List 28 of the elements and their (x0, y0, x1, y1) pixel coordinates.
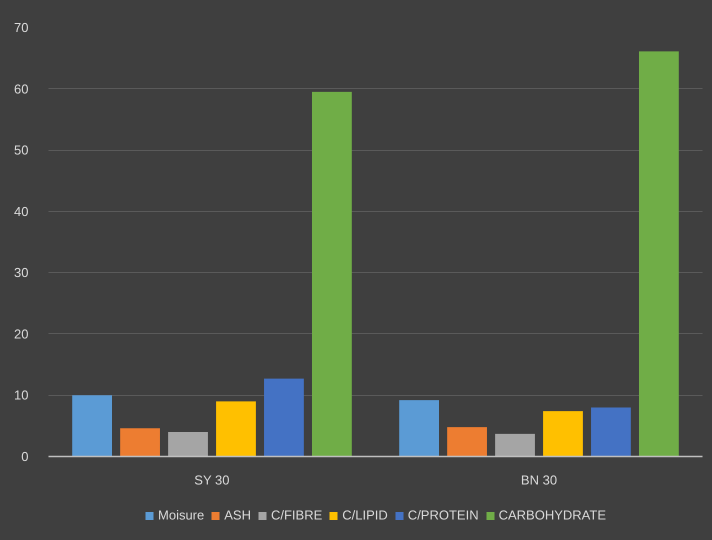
bar (591, 407, 631, 456)
legend-label: C/LIPID (342, 508, 388, 522)
y-tick-label: 30 (14, 265, 29, 280)
bar (216, 401, 256, 456)
y-tick-label: 40 (14, 204, 29, 219)
bar (168, 432, 208, 456)
bar (312, 92, 352, 456)
legend-label: C/FIBRE (270, 508, 322, 522)
y-tick-label: 70 (14, 20, 29, 35)
legend-label: C/PROTEIN (408, 508, 479, 522)
y-tick-label: 0 (21, 449, 29, 464)
bar (120, 428, 160, 456)
x-tick-label: SY 30 (194, 472, 230, 488)
y-tick-label: 50 (14, 142, 29, 158)
y-tick-label: 20 (14, 326, 29, 342)
bar (495, 434, 535, 456)
y-tick-label: 60 (14, 81, 29, 96)
bar (264, 378, 304, 456)
bar (447, 427, 487, 456)
legend-label: ASH (224, 508, 251, 522)
legend-label: CARBOHYDRATE (498, 508, 606, 522)
y-tick-label: 10 (14, 388, 29, 403)
bar (72, 395, 112, 456)
bar (399, 400, 440, 456)
bar (543, 411, 583, 456)
bar (638, 51, 679, 456)
legend-label: Moisure (158, 508, 204, 522)
x-tick-label: BN 30 (520, 472, 558, 488)
